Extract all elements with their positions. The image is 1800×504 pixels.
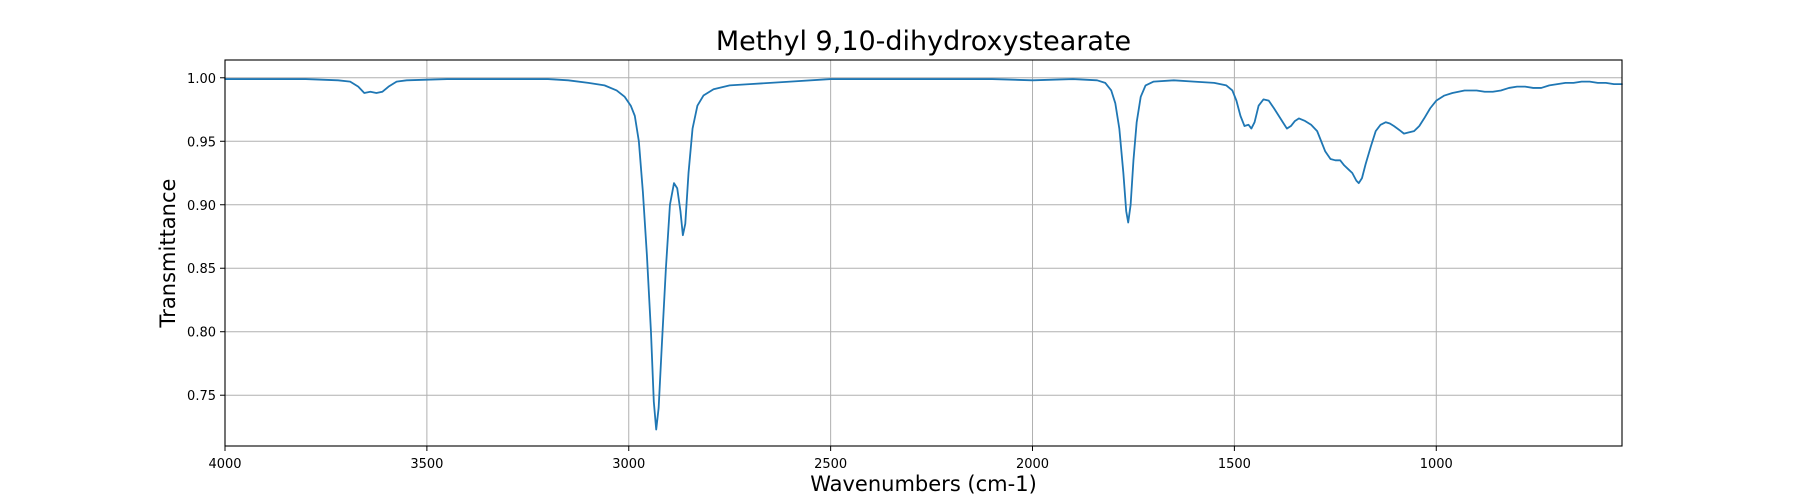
x-tick-label: 1500: [1218, 457, 1251, 472]
chart-title: Methyl 9,10-dihydroxystearate: [716, 26, 1131, 57]
y-tick-label: 0.85: [187, 262, 216, 277]
transmittance-series-line: [224, 78, 1623, 431]
y-tick-label: 0.95: [187, 135, 216, 150]
x-axis-label: Wavenumbers (cm-1): [810, 472, 1037, 496]
ticks: 4000 3500 3000 2500 2000 1500 1000 0.75 0.80 0.85…: [187, 72, 1453, 472]
y-tick-label: 0.80: [187, 326, 216, 341]
grid: [224, 60, 1622, 446]
x-tick-label: 4000: [208, 457, 241, 472]
y-tick-label: 0.90: [187, 199, 216, 214]
series-layer: [224, 78, 1623, 431]
y-axis-label: Transmittance: [156, 179, 180, 329]
x-tick-label: 2500: [814, 457, 847, 472]
y-tick-label: 0.75: [187, 389, 216, 404]
x-tick-label: 2000: [1016, 457, 1049, 472]
plot-frame: [224, 59, 1623, 447]
x-tick-label: 3500: [410, 457, 443, 472]
y-tick-label: 1.00: [187, 72, 216, 87]
x-tick-label: 1000: [1420, 457, 1453, 472]
x-tick-label: 3000: [612, 457, 645, 472]
